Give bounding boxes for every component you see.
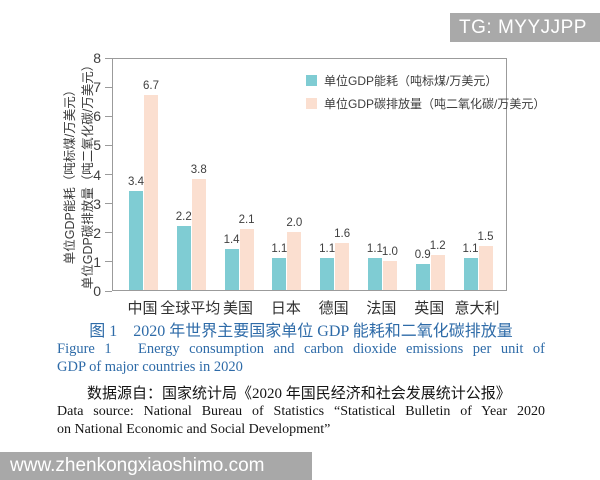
- y-tick-label: 8: [93, 50, 101, 66]
- bar-energy-法国: [367, 257, 382, 290]
- y-tick: [105, 290, 112, 292]
- legend-label-energy: 单位GDP能耗（吨标煤/万美元）: [324, 74, 498, 88]
- bar-value-carbon-法国: 1.0: [381, 245, 398, 258]
- x-axis-label: 意大利: [454, 300, 500, 317]
- bar-carbon-全球平均: [191, 179, 206, 290]
- figure-caption-en-line2: GDP of major countries in 2020: [57, 358, 243, 375]
- bar-value-carbon-德国: 1.6: [334, 228, 351, 241]
- x-axis-label: 全球平均: [160, 300, 221, 317]
- figure-caption-zh: 图 1 2020 年世界主要国家单位 GDP 能耗和二氧化碳排放量: [89, 323, 513, 340]
- y-tick: [105, 57, 112, 59]
- bar-energy-意大利: [463, 257, 478, 290]
- bar-carbon-法国: [382, 260, 397, 290]
- bar-carbon-美国: [239, 228, 254, 290]
- x-axis-label: 美国: [223, 300, 254, 317]
- legend-label-carbon: 单位GDP碳排放量（吨二氧化碳/万美元）: [324, 97, 546, 111]
- bar-energy-全球平均: [176, 225, 191, 290]
- legend-item-carbon: 单位GDP碳排放量（吨二氧化碳/万美元）: [306, 95, 545, 112]
- x-axis-label: 中国: [127, 300, 158, 317]
- plot-area: 单位GDP能耗（吨标煤/万美元） 单位GDP碳排放量（吨二氧化碳/万美元） 3.…: [112, 58, 545, 291]
- y-axis-title-line1: 单位GDP能耗（吨标煤/万美元）: [63, 83, 77, 265]
- bar-energy-德国: [320, 257, 335, 290]
- bar-value-energy-全球平均: 2.2: [175, 210, 192, 223]
- bar-value-carbon-英国: 1.2: [429, 240, 446, 253]
- y-tick-label: 0: [93, 283, 101, 299]
- data-source-en-line1: Data source: National Bureau of Statisti…: [57, 404, 545, 419]
- data-source-zh: 数据源自：国家统计局《2020 年国民经济和社会发展统计公报》: [87, 386, 511, 402]
- bar-value-energy-德国: 1.1: [319, 242, 336, 255]
- bar-value-energy-美国: 1.4: [223, 234, 240, 247]
- bar-carbon-意大利: [478, 246, 493, 290]
- y-tick-label: 1: [93, 253, 101, 270]
- bar-energy-美国: [224, 249, 239, 290]
- y-tick: [105, 261, 112, 263]
- bar-value-carbon-中国: 6.7: [143, 79, 159, 92]
- y-tick: [105, 144, 112, 146]
- watermark-website-text: www.zhenkongxiaoshimo.com: [10, 455, 265, 476]
- bar-value-energy-意大利: 1.1: [462, 242, 479, 255]
- bar-energy-英国: [415, 263, 430, 290]
- watermark-website-badge: www.zhenkongxiaoshimo.com: [0, 452, 312, 480]
- y-tick-label: 2: [93, 224, 101, 241]
- bar-value-carbon-日本: 2.0: [286, 216, 303, 229]
- bar-value-carbon-全球平均: 3.8: [190, 164, 207, 177]
- x-axis-label: 日本: [270, 300, 301, 317]
- figure-caption-en-line1: Figure 1 Energy consumption and carbon d…: [57, 341, 545, 357]
- bar-chart: 单位GDP能耗（吨标煤/万美元） 单位GDP碳排放量（吨二氧化碳/万美元） 单位…: [63, 50, 545, 317]
- bar-value-carbon-意大利: 1.5: [477, 231, 494, 244]
- bar-carbon-中国: [144, 94, 158, 290]
- y-tick-label: 3: [93, 195, 101, 212]
- y-tick-label: 4: [93, 166, 101, 183]
- bar-carbon-德国: [335, 243, 350, 290]
- bar-value-energy-英国: 0.9: [414, 248, 431, 261]
- y-tick: [105, 115, 112, 117]
- bar-value-carbon-美国: 2.1: [238, 213, 255, 226]
- legend-swatch-energy: [306, 75, 317, 86]
- legend-swatch-carbon: [306, 98, 317, 109]
- y-tick-label: 6: [93, 108, 101, 125]
- legend: 单位GDP能耗（吨标煤/万美元） 单位GDP碳排放量（吨二氧化碳/万美元）: [306, 72, 545, 112]
- bar-value-energy-日本: 1.1: [271, 242, 288, 255]
- y-tick: [105, 203, 112, 205]
- legend-item-energy: 单位GDP能耗（吨标煤/万美元）: [306, 72, 545, 89]
- bar-value-energy-法国: 1.1: [366, 242, 383, 255]
- y-tick-label: 5: [93, 137, 101, 154]
- y-tick: [105, 86, 112, 88]
- y-tick: [105, 232, 112, 234]
- data-source-en-line2: on National Economic and Social Developm…: [57, 421, 331, 437]
- watermark-telegram-badge: TG: MYYJJPP: [450, 13, 600, 42]
- x-axis-label: 英国: [414, 300, 445, 317]
- bar-carbon-日本: [287, 231, 302, 290]
- bar-value-energy-中国: 3.4: [128, 175, 144, 188]
- y-tick: [105, 174, 112, 175]
- figure-caption-en: Figure 1 Energy consumption and carbon d…: [57, 341, 545, 376]
- x-axis-label: 法国: [366, 300, 397, 317]
- bar-energy-日本: [272, 257, 287, 290]
- y-tick-label: 7: [93, 79, 101, 96]
- bar-carbon-英国: [430, 255, 445, 290]
- bar-energy-中国: [129, 190, 143, 290]
- x-axis-label: 德国: [318, 300, 349, 317]
- data-source-en: Data source: National Bureau of Statisti…: [57, 403, 545, 438]
- watermark-telegram-text: TG: MYYJJPP: [459, 17, 587, 38]
